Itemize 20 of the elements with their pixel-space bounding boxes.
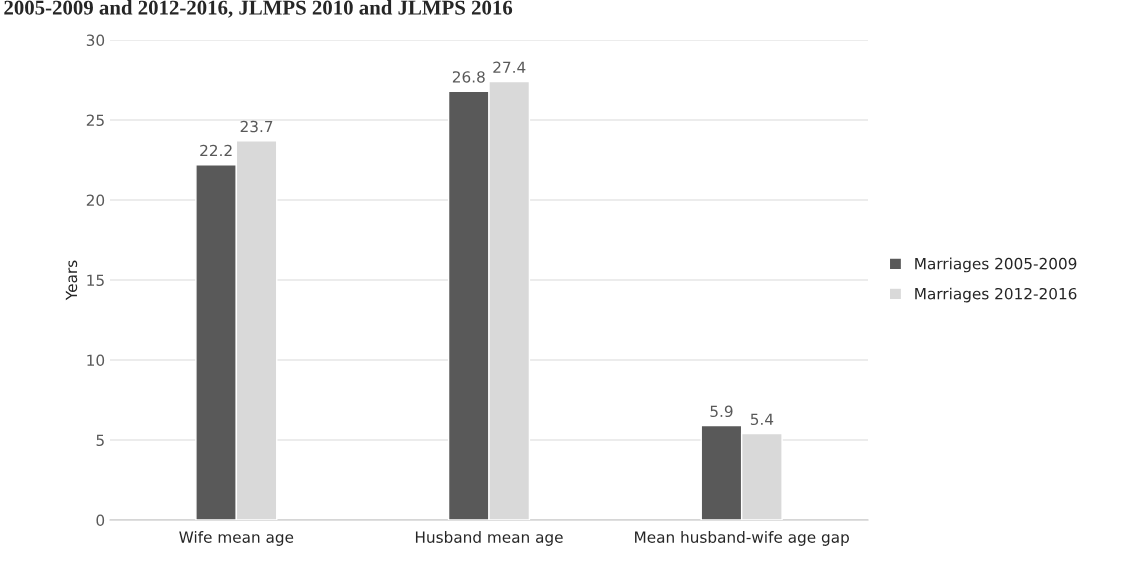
y-tick-label: 0 [96,514,105,527]
data-label: 26.8 [452,71,485,83]
data-label: 22.2 [200,144,232,157]
y-tick-label: 5 [96,434,104,447]
data-label: 23.7 [240,120,273,133]
x-tick-label: Wife mean age [179,531,294,546]
x-tick-label: Mean husband-wife age gap [635,531,849,546]
y-axis-title: Years [65,260,78,301]
y-tick-label: 10 [87,354,105,367]
data-label: 5.9 [710,405,733,418]
x-tick-label: Husband mean age [415,531,563,546]
data-label: 27.4 [493,61,526,73]
legend-label: Marriages 2012-2016 [915,287,1077,303]
data-label: 5.4 [750,413,774,426]
y-tick-label: 20 [86,194,105,207]
y-tick-label: 15 [87,274,104,287]
y-tick-label: 30 [86,34,105,47]
y-tick-label: 25 [86,114,104,127]
chart-title: 2005-2009 and 2012-2016, JLMPS 2010 and JLMPS 2016 [4,0,513,18]
legend-label: Marriages 2005-2009 [915,257,1077,273]
